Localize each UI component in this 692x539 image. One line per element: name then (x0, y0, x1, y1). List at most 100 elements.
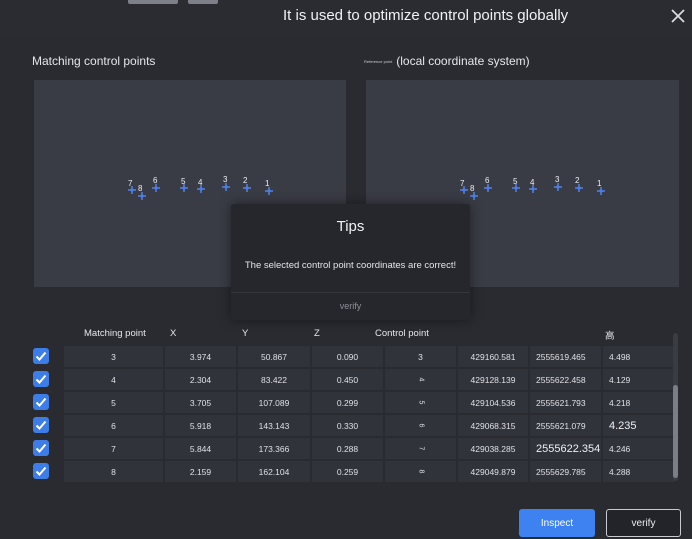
cell-x: 2.159 (165, 461, 236, 482)
cell-x: 3.705 (165, 392, 236, 413)
control-point-marker[interactable] (575, 184, 583, 192)
control-point-marker[interactable] (180, 184, 188, 192)
row-checkbox[interactable] (33, 348, 49, 364)
row-checkbox[interactable] (33, 417, 49, 433)
row-checkbox[interactable] (33, 371, 49, 387)
cell-h-value: 4.498 (609, 351, 631, 362)
cell-match: 8 (64, 461, 163, 482)
table-row[interactable]: 4 2.304 83.422 0.450 4 429128.139 2555622.458 4… (30, 369, 674, 390)
control-point-marker[interactable] (460, 186, 468, 194)
cell-cx-value: 429128.139 (470, 374, 516, 385)
background-tab (188, 0, 218, 4)
control-point-marker[interactable] (152, 184, 160, 192)
verify-button[interactable]: verify (606, 509, 681, 537)
cell-x-value: 3.705 (189, 397, 212, 408)
control-point-marker[interactable] (529, 185, 537, 193)
control-point-marker[interactable] (265, 187, 273, 195)
cell-match-value: 6 (111, 420, 116, 431)
cell-x-value: 5.844 (189, 443, 212, 454)
table-row[interactable]: 6 5.918 143.143 0.330 6 429068.315 2555621.079… (30, 415, 674, 436)
control-point-label: 1 (597, 179, 602, 188)
control-point-marker[interactable] (128, 186, 136, 194)
cell-x: 5.844 (165, 438, 236, 459)
cell-z-value: 0.299 (336, 397, 359, 408)
cell-ctrl-value: 5 (417, 400, 424, 405)
control-point-marker[interactable] (470, 192, 478, 200)
row-checkbox[interactable] (33, 394, 49, 410)
cell-x: 3.974 (165, 346, 236, 367)
cell-ctrl: 4 (385, 369, 456, 390)
control-point-marker[interactable] (138, 192, 146, 200)
matching-points-plot: 78 6 5 4 3 2 1 (128, 175, 273, 200)
cell-y: 50.867 (238, 346, 310, 367)
cell-cy-value: 2555621.079 (536, 420, 586, 431)
cell-h: 4.129 (603, 369, 674, 390)
cell-x: 2.304 (165, 369, 236, 390)
control-point-marker[interactable] (197, 185, 205, 193)
row-checkbox[interactable] (33, 463, 49, 479)
control-point-marker[interactable] (512, 184, 520, 192)
cell-cx-value: 429038.285 (470, 443, 516, 454)
modal-message: The selected control point coordinates a… (244, 260, 457, 271)
control-point-label: 7 (460, 179, 465, 188)
cell-z: 0.299 (312, 392, 383, 413)
cell-z: 0.330 (312, 415, 383, 436)
cell-match: 6 (64, 415, 163, 436)
table-row[interactable]: 7 5.844 173.366 0.288 7 429038.285 2555622.354… (30, 438, 674, 459)
dialog-title: It is used to optimize control points gl… (283, 7, 569, 24)
modal-verify-button[interactable]: verify (339, 301, 362, 311)
local-coordinate-plot: 78 6 5 4 3 2 1 (460, 175, 605, 200)
cell-cy: 2555622.354 (530, 438, 601, 459)
cell-h: 4.246 (603, 438, 674, 459)
control-point-marker[interactable] (484, 184, 492, 192)
cell-match: 3 (64, 346, 163, 367)
cell-match-value: 4 (111, 374, 116, 385)
table-row[interactable]: 3 3.974 50.867 0.090 3 429160.581 2555619.465 4… (30, 346, 674, 367)
cell-cx-value: 429104.536 (470, 397, 516, 408)
control-point-label: 3 (555, 175, 560, 184)
cell-z: 0.259 (312, 461, 383, 482)
scrollbar-thumb[interactable] (673, 385, 678, 478)
cell-cx-value: 429160.581 (470, 351, 516, 362)
header-x: X (170, 328, 177, 339)
control-point-marker[interactable] (597, 187, 605, 195)
tips-modal: Tips The selected control point coordina… (231, 204, 470, 320)
close-icon[interactable] (668, 6, 688, 26)
cell-cx: 429160.581 (458, 346, 528, 367)
control-point-label: 2 (243, 176, 248, 185)
cell-cy-value: 2555622.354 (536, 442, 601, 455)
control-point-label: 8 (470, 184, 475, 193)
cell-match: 7 (64, 438, 163, 459)
control-point-marker[interactable] (243, 184, 251, 192)
cell-h-value: 4.288 (609, 466, 631, 477)
cell-cy: 2555621.793 (530, 392, 601, 413)
background-tab (128, 0, 178, 4)
table-row[interactable]: 5 3.705 107.089 0.299 5 429104.536 2555621.793… (30, 392, 674, 413)
cell-ctrl-value: 3 (418, 351, 423, 362)
cell-h-value: 4.235 (609, 419, 637, 432)
modal-title: Tips (336, 218, 365, 235)
cell-cy: 2555629.785 (530, 461, 601, 482)
cell-y-value: 173.366 (258, 443, 290, 454)
control-point-label: 6 (153, 176, 158, 185)
control-point-marker[interactable] (222, 183, 230, 191)
cell-h-value: 4.218 (609, 397, 631, 408)
control-point-marker[interactable] (554, 183, 562, 191)
inspect-button[interactable]: Inspect (519, 509, 595, 537)
cell-z-value: 0.288 (336, 443, 359, 454)
cell-z-value: 0.330 (336, 420, 359, 431)
cell-cy-value: 2555619.465 (536, 351, 586, 362)
control-point-label: 2 (575, 176, 580, 185)
control-point-label: 6 (485, 176, 490, 185)
matching-points-title: Matching control points (32, 54, 156, 68)
cell-h: 4.218 (603, 392, 674, 413)
row-checkbox[interactable] (33, 440, 49, 456)
cell-z: 0.090 (312, 346, 383, 367)
control-point-label: 5 (181, 177, 186, 186)
cell-h-value: 4.246 (609, 443, 631, 454)
table-row[interactable]: 8 2.159 162.104 0.259 8 429049.879 2555629.785… (30, 461, 674, 482)
cell-cx: 429049.879 (458, 461, 528, 482)
table-scrollbar[interactable] (673, 333, 678, 481)
cell-z-value: 0.090 (336, 351, 359, 362)
cell-match-value: 5 (111, 397, 116, 408)
